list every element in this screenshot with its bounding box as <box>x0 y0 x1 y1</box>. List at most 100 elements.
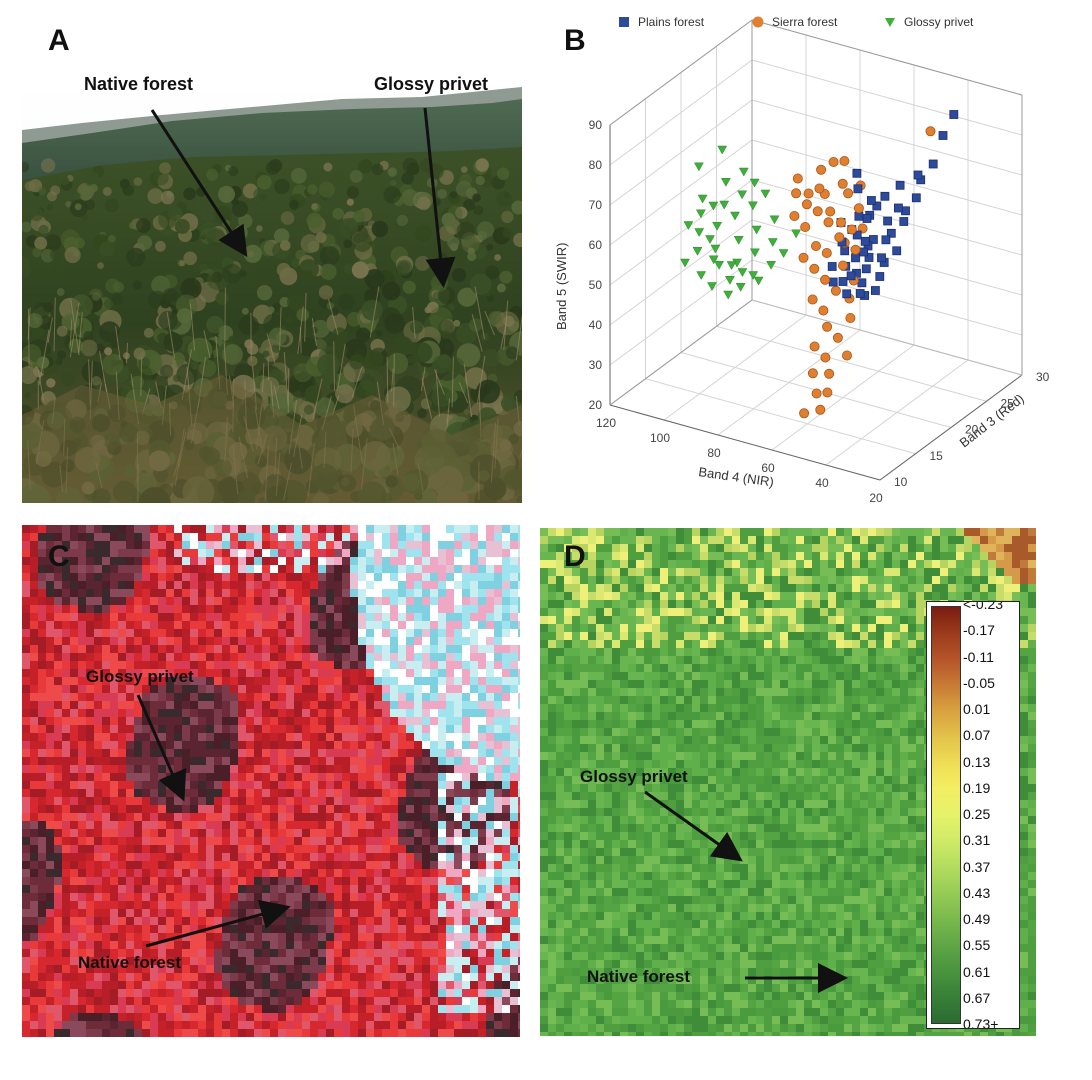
raster-cell <box>502 605 510 613</box>
raster-cell <box>38 997 46 1005</box>
raster-cell <box>238 805 246 813</box>
raster-cell <box>342 821 350 829</box>
raster-cell <box>110 645 118 653</box>
raster-cell <box>398 877 406 885</box>
canopy-texture <box>22 162 30 173</box>
raster-cell <box>206 645 214 653</box>
raster-cell <box>342 581 350 589</box>
raster-cell <box>126 981 134 989</box>
raster-cell <box>294 941 302 949</box>
raster-cell <box>262 997 270 1005</box>
raster-cell <box>166 853 174 861</box>
raster-cell <box>326 973 334 981</box>
raster-cell <box>454 829 462 837</box>
raster-cell <box>414 789 422 797</box>
raster-cell <box>302 613 310 621</box>
raster-cell <box>478 781 486 789</box>
dry-branch <box>203 330 211 359</box>
raster-cell <box>326 557 334 565</box>
raster-cell <box>334 541 342 549</box>
raster-cell <box>134 997 142 1005</box>
raster-cell <box>126 749 134 757</box>
raster-cell <box>390 733 398 741</box>
raster-cell <box>502 901 510 909</box>
raster-cell <box>78 645 86 653</box>
raster-cell <box>446 933 454 941</box>
raster-cell <box>262 805 270 813</box>
raster-cell <box>286 893 294 901</box>
canopy-texture <box>476 379 500 404</box>
raster-cell <box>318 757 326 765</box>
raster-cell <box>518 621 520 629</box>
raster-cell <box>326 525 334 533</box>
canopy-texture <box>338 293 355 310</box>
raster-cell <box>318 725 326 733</box>
raster-cell <box>118 949 126 957</box>
raster-cell <box>102 837 110 845</box>
raster-cell <box>470 581 478 589</box>
raster-cell <box>446 829 454 837</box>
raster-cell <box>430 605 438 613</box>
raster-cell <box>398 741 406 749</box>
raster-cell <box>302 741 310 749</box>
raster-cell <box>134 901 142 909</box>
raster-cell <box>406 885 414 893</box>
raster-cell <box>478 605 486 613</box>
raster-cell <box>406 941 414 949</box>
raster-cell <box>430 741 438 749</box>
raster-cell <box>494 565 502 573</box>
raster-cell <box>118 685 126 693</box>
raster-cell <box>46 693 54 701</box>
raster-cell <box>86 597 94 605</box>
raster-cell <box>502 933 510 941</box>
raster-cell <box>102 661 110 669</box>
raster-cell <box>214 965 222 973</box>
raster-cell <box>430 933 438 941</box>
raster-cell <box>502 829 510 837</box>
raster-cell <box>38 749 46 757</box>
raster-cell <box>374 717 382 725</box>
raster-cell <box>214 669 222 677</box>
point-sierra-forest <box>801 199 812 210</box>
raster-cell <box>142 629 150 637</box>
raster-cell <box>94 885 102 893</box>
raster-cell <box>102 717 110 725</box>
raster-cell <box>270 693 278 701</box>
point-plains-forest <box>855 289 865 298</box>
canopy-texture <box>353 210 366 223</box>
raster-cell <box>406 965 414 973</box>
raster-cell <box>486 661 494 669</box>
raster-cell <box>294 685 302 693</box>
raster-cell <box>78 725 86 733</box>
raster-cell <box>294 549 302 557</box>
raster-cell <box>294 781 302 789</box>
raster-cell <box>486 717 494 725</box>
raster-cell <box>438 949 446 957</box>
raster-cell <box>414 581 422 589</box>
raster-cell <box>518 677 520 685</box>
raster-cell <box>214 565 222 573</box>
dry-branch <box>224 287 226 346</box>
raster-cell <box>190 805 198 813</box>
raster-cell <box>398 661 406 669</box>
raster-cell <box>494 621 502 629</box>
raster-cell <box>454 925 462 933</box>
raster-cell <box>86 925 94 933</box>
raster-cell <box>246 533 254 541</box>
raster-cell <box>390 973 398 981</box>
raster-cell <box>326 957 334 965</box>
raster-cell <box>430 661 438 669</box>
raster-cell <box>150 533 158 541</box>
raster-cell <box>486 829 494 837</box>
raster-cell <box>214 837 222 845</box>
raster-cell <box>374 597 382 605</box>
raster-cell <box>494 749 502 757</box>
raster-cell <box>62 909 70 917</box>
raster-cell <box>294 557 302 565</box>
canopy-texture <box>128 222 136 229</box>
raster-cell <box>446 693 454 701</box>
raster-cell <box>78 989 86 997</box>
canopy-texture <box>461 235 480 254</box>
raster-cell <box>150 893 158 901</box>
raster-cell <box>198 749 206 757</box>
